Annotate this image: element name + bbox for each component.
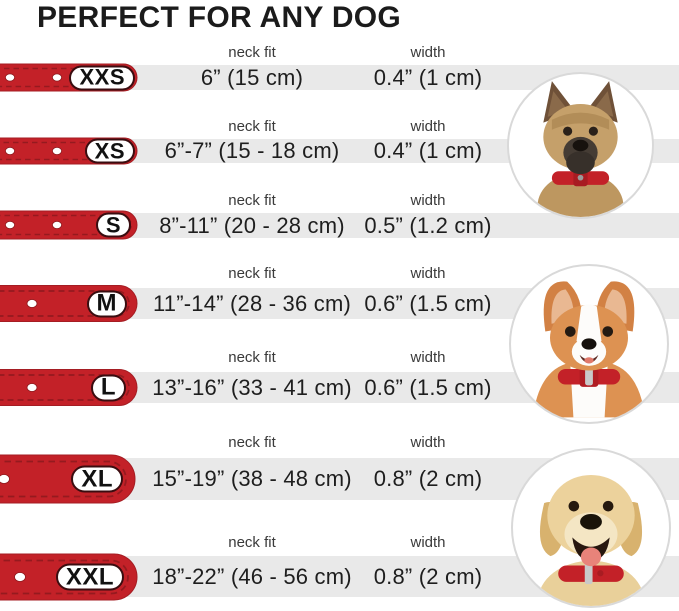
column-headers: neck fit width bbox=[0, 118, 679, 136]
neck-fit-value: 15”-19” (38 - 48 cm) bbox=[152, 466, 352, 491]
labrador-dog-image bbox=[537, 474, 645, 606]
width-value: 0.8” (2 cm) bbox=[373, 563, 483, 589]
width-column-header: width bbox=[410, 349, 446, 366]
neck-fit-value: 18”-22” (46 - 56 cm) bbox=[152, 563, 352, 589]
width-value: 0.4” (1 cm) bbox=[373, 138, 483, 163]
neck-fit-column-header: neck fit bbox=[228, 534, 276, 551]
dog-photo-terrier bbox=[507, 72, 654, 219]
column-headers: neck fit width bbox=[0, 434, 679, 452]
size-badge-s: S bbox=[95, 212, 131, 238]
size-badge-l: L bbox=[90, 374, 126, 401]
corgi-dog-image bbox=[532, 281, 646, 418]
collar-graphic-xs: XS bbox=[0, 137, 150, 165]
dog-photo-labrador bbox=[511, 448, 671, 608]
neck-fit-value: 11”-14” (28 - 36 cm) bbox=[153, 290, 351, 316]
width-value: 0.6” (1.5 cm) bbox=[364, 290, 492, 316]
collar-graphic-xxl: XXL bbox=[0, 552, 150, 602]
width-column-header: width bbox=[410, 118, 446, 135]
column-headers: neck fit width bbox=[0, 192, 679, 210]
size-badge-xxl: XXL bbox=[55, 563, 124, 591]
neck-fit-column-header: neck fit bbox=[228, 349, 276, 366]
dog-photo-corgi bbox=[509, 264, 669, 424]
width-column-header: width bbox=[410, 265, 446, 282]
width-value: 0.4” (1 cm) bbox=[373, 64, 483, 90]
collar-graphic-xxs: XXS bbox=[0, 63, 150, 92]
neck-fit-column-header: neck fit bbox=[228, 44, 276, 61]
width-column-header: width bbox=[410, 44, 446, 61]
neck-fit-column-header: neck fit bbox=[228, 192, 276, 209]
red-collar-icon bbox=[0, 285, 138, 322]
collar-graphic-s: S bbox=[0, 210, 150, 240]
size-badge-xxs: XXS bbox=[69, 65, 135, 90]
column-headers: neck fit width bbox=[0, 534, 679, 552]
red-collar-icon bbox=[0, 369, 138, 406]
collar-graphic-m: M bbox=[0, 284, 150, 323]
size-badge-m: M bbox=[86, 290, 127, 317]
neck-fit-value: 13”-16” (33 - 41 cm) bbox=[152, 374, 352, 400]
width-value: 0.8” (2 cm) bbox=[373, 466, 483, 491]
collar-graphic-xl: XL bbox=[0, 453, 150, 505]
width-value: 0.5” (1.2 cm) bbox=[364, 212, 492, 238]
size-badge-xs: XS bbox=[84, 138, 135, 164]
column-headers: neck fit width bbox=[0, 265, 679, 283]
width-value: 0.6” (1.5 cm) bbox=[364, 374, 492, 400]
collar-graphic-l: L bbox=[0, 368, 150, 407]
width-column-header: width bbox=[410, 534, 446, 551]
column-headers: neck fit width bbox=[0, 44, 679, 62]
width-column-header: width bbox=[410, 192, 446, 209]
neck-fit-value: 6” (15 cm) bbox=[200, 64, 304, 90]
neck-fit-column-header: neck fit bbox=[228, 118, 276, 135]
page-title: PERFECT FOR ANY DOG bbox=[37, 1, 402, 34]
column-headers: neck fit width bbox=[0, 349, 679, 367]
neck-fit-column-header: neck fit bbox=[228, 265, 276, 282]
neck-fit-value: 8”-11” (20 - 28 cm) bbox=[159, 212, 345, 238]
size-badge-xl: XL bbox=[71, 465, 123, 493]
neck-fit-column-header: neck fit bbox=[228, 434, 276, 451]
width-column-header: width bbox=[410, 434, 446, 451]
neck-fit-value: 6”-7” (15 - 18 cm) bbox=[164, 138, 340, 163]
terrier-dog-image bbox=[537, 81, 624, 217]
